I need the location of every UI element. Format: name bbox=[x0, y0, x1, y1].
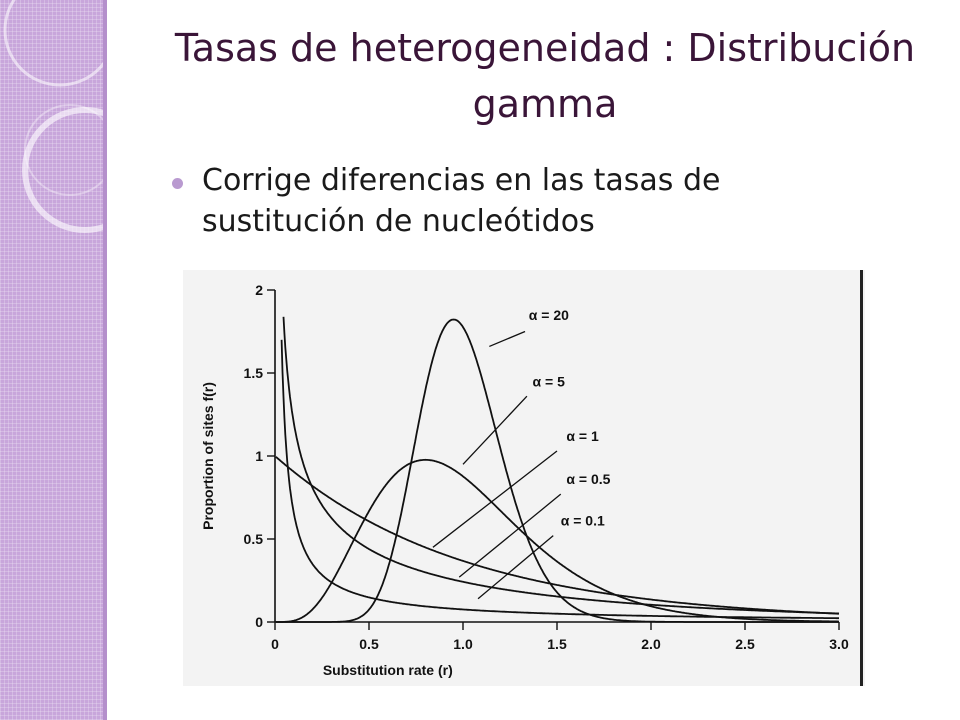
series-line-alpha-0_1 bbox=[280, 339, 839, 620]
series-line-alpha-5 bbox=[275, 458, 839, 623]
sidebar-edge bbox=[103, 0, 107, 720]
series-label-alpha-0_1: α = 0.1 bbox=[561, 513, 605, 529]
x-tick-label: 2.0 bbox=[641, 636, 661, 652]
series-line-alpha-1 bbox=[275, 456, 839, 615]
y-tick-label: 1.5 bbox=[244, 365, 264, 381]
y-tick-label: 0.5 bbox=[244, 531, 264, 547]
bullet-dot-icon bbox=[172, 178, 183, 189]
y-axis-label: Proportion of sites f(r) bbox=[200, 382, 216, 530]
x-tick-label: 3.0 bbox=[829, 636, 849, 652]
leader-line-alpha-1 bbox=[432, 450, 558, 548]
x-tick-label: 0 bbox=[271, 636, 279, 652]
leader-line-alpha-0_1 bbox=[477, 535, 554, 600]
decorative-sidebar bbox=[0, 0, 107, 720]
y-tick-label: 2 bbox=[255, 282, 263, 298]
y-tick-label: 1 bbox=[255, 448, 263, 464]
series-line-alpha-20 bbox=[275, 318, 839, 623]
x-axis-label: Substitution rate (r) bbox=[323, 662, 453, 678]
figure-edge bbox=[860, 270, 863, 686]
x-tick-label: 1.5 bbox=[547, 636, 567, 652]
leader-line-alpha-20 bbox=[489, 330, 526, 348]
leader-line-alpha-5 bbox=[462, 395, 528, 465]
x-tick-label: 2.5 bbox=[735, 636, 755, 652]
series-line-alpha-0_5 bbox=[282, 316, 840, 615]
gamma-chart: 0 0.5 1.0 1.5 2.0 2.5 3.0 0 0.5 1 1.5 2 Substitution… bbox=[200, 282, 849, 678]
x-tick-label: 1.0 bbox=[453, 636, 473, 652]
series-label-alpha-1: α = 1 bbox=[566, 428, 599, 444]
series-label-alpha-20: α = 20 bbox=[529, 307, 569, 323]
decorative-circles bbox=[3, 0, 107, 233]
x-tick-label: 0.5 bbox=[359, 636, 379, 652]
y-tick-label: 0 bbox=[255, 614, 263, 630]
series-label-alpha-5: α = 5 bbox=[533, 373, 566, 389]
bullet-text: Corrige diferencias en las tasas de sust… bbox=[202, 163, 721, 239]
gamma-distribution-figure: 0 0.5 1.0 1.5 2.0 2.5 3.0 0 0.5 1 1.5 2 Substitution… bbox=[183, 270, 865, 686]
series-label-alpha-0_5: α = 0.5 bbox=[566, 471, 610, 487]
leader-line-alpha-0_5 bbox=[458, 493, 562, 578]
slide-title: Tasas de heterogeneidad : Distribución g… bbox=[174, 26, 916, 126]
